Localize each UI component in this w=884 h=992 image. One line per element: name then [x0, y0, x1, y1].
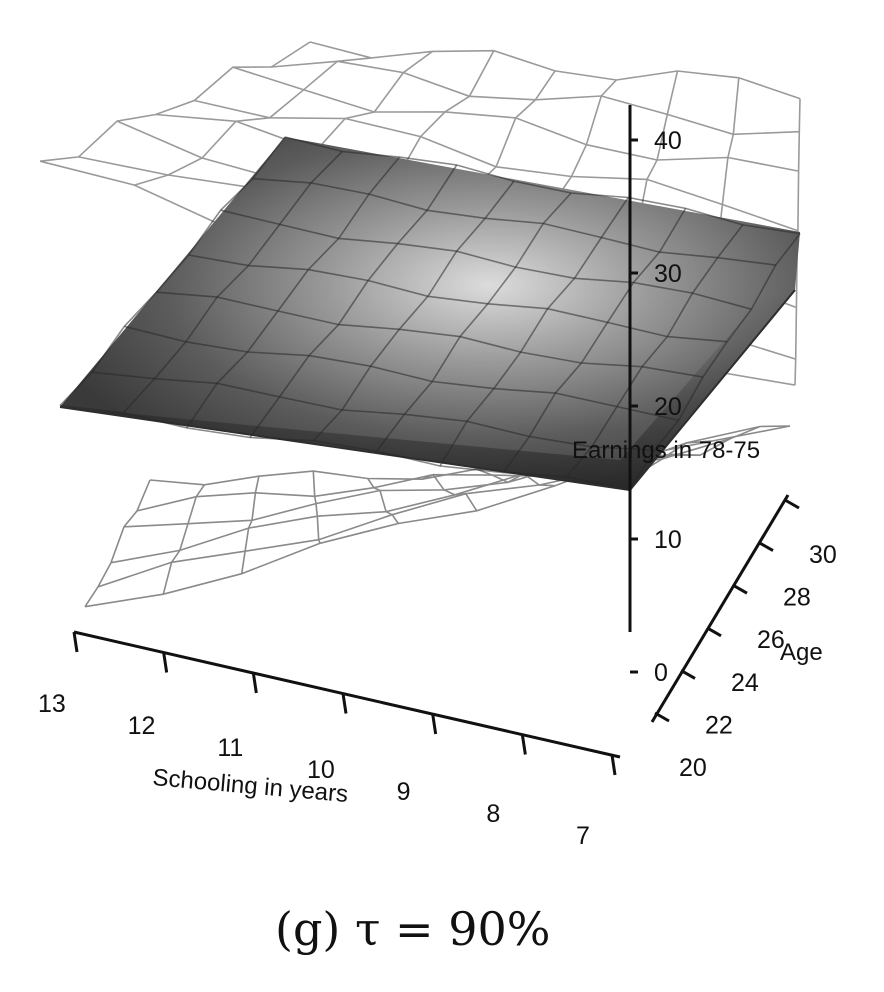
y-tick-label: 28 [783, 584, 811, 612]
x-tick-mark [253, 673, 256, 693]
y-tick-label: 24 [731, 669, 759, 697]
y-tick-mark [655, 713, 669, 721]
x-tick-label: 7 [576, 822, 590, 850]
x-tick-label: 12 [128, 712, 156, 740]
x-tick-label: 13 [38, 690, 66, 718]
y-tick-label: 20 [679, 754, 707, 782]
y-tick-label: 22 [705, 711, 733, 739]
upper-wire-line [271, 61, 799, 134]
y-axis-title: Age [780, 639, 823, 666]
upper-wire-line [310, 42, 800, 99]
y-tick-mark [785, 500, 799, 508]
figure-caption: (g) τ = 90% [275, 902, 550, 956]
x-tick-mark [164, 653, 167, 673]
z-tick-label: 0 [654, 659, 668, 687]
z-tick-label: 20 [654, 393, 682, 421]
lower-wire-line [85, 480, 150, 607]
upper-wire-line [40, 42, 310, 161]
x-tick-label: 9 [397, 778, 411, 806]
x-axis-line [74, 632, 620, 757]
x-tick-label: 8 [486, 800, 500, 828]
z-tick-label: 40 [654, 127, 682, 155]
x-tick-mark [612, 755, 615, 775]
z-tick-label: 30 [654, 260, 682, 288]
x-tick-mark [74, 632, 77, 652]
x-tick-label: 11 [217, 734, 243, 762]
y-tick-mark [707, 628, 721, 636]
x-tick-mark [522, 735, 525, 755]
y-tick-mark [759, 543, 773, 551]
lower-wire-line [242, 476, 259, 574]
x-tick-mark [433, 714, 436, 734]
lower-wire-line [313, 471, 320, 543]
y-tick-label: 30 [809, 541, 837, 569]
z-axis-title: Earnings in 78-75 [572, 437, 760, 464]
y-tick-mark [681, 670, 695, 678]
x-tick-mark [343, 694, 346, 714]
lower-wire-line [163, 485, 204, 594]
z-tick-label: 10 [654, 526, 682, 554]
y-tick-mark [733, 585, 747, 593]
